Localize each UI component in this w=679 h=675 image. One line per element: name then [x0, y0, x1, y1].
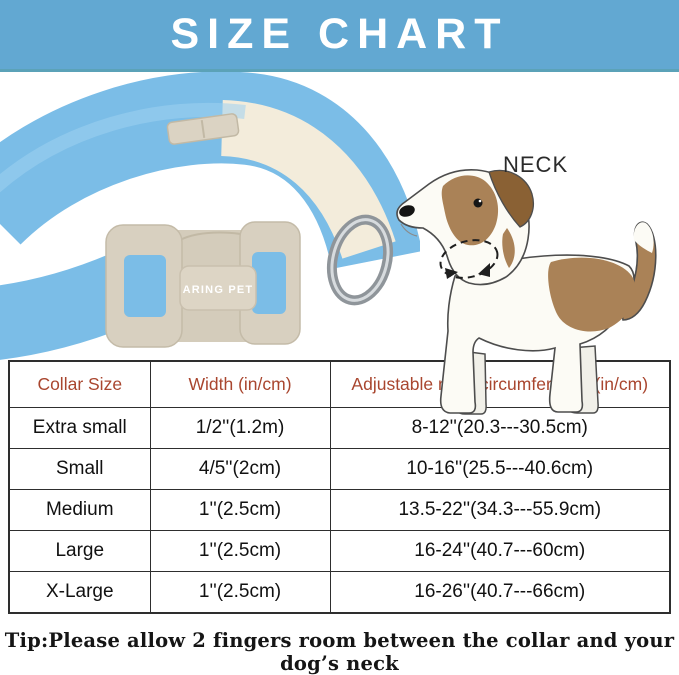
cell-neck: 13.5-22''(34.3---55.9cm)	[329, 489, 671, 531]
neck-arrow-left	[445, 268, 458, 279]
cell-neck: 16-24''(40.7---60cm)	[329, 530, 671, 572]
dog-nose	[399, 205, 415, 217]
dog-neck-patch	[502, 228, 515, 268]
dog-eye-patch	[441, 175, 499, 246]
fit-tip: Tip:Please allow 2 fingers room between …	[4, 629, 675, 675]
dog-ear	[488, 169, 535, 228]
dog-eye	[473, 198, 483, 208]
column-header-neck-circumference: Adjustable neck circumference (in/cm)	[329, 360, 671, 408]
column-header-collar-size: Collar Size	[8, 360, 151, 408]
table-row-large: Large 1''(2.5cm) 16-24''(40.7---60cm)	[8, 530, 671, 572]
table-row-extra-small: Extra small 1/2''(1.2m) 8-12''(20.3---30…	[8, 407, 671, 449]
cell-size: X-Large	[8, 571, 151, 614]
column-header-width: Width (in/cm)	[149, 360, 331, 408]
title-banner: SIZE CHART	[0, 0, 679, 72]
buckle-left-slot	[124, 255, 166, 317]
collar-slider	[166, 113, 240, 145]
cell-width: 4/5''(2cm)	[149, 448, 331, 490]
collar-photo: ARING PET	[0, 72, 420, 360]
cell-size: Extra small	[8, 407, 151, 449]
neck-label: NECK	[503, 152, 569, 177]
collar-highlight	[0, 102, 246, 193]
page-title: SIZE CHART	[170, 10, 509, 58]
buckle-brand-text: ARING PET	[183, 284, 254, 296]
cell-size: Small	[8, 448, 151, 490]
dog-hip-patch	[548, 257, 636, 332]
cell-width: 1/2''(1.2m)	[149, 407, 331, 449]
product-hero: ARING PET	[0, 72, 679, 415]
dog-mouth-line	[400, 223, 418, 237]
table-row-x-large: X-Large 1''(2.5cm) 16-26''(40.7---66cm)	[8, 571, 671, 614]
dog-eye-glint	[478, 199, 482, 203]
d-ring	[326, 214, 394, 306]
cell-neck: 8-12''(20.3---30.5cm)	[329, 407, 671, 449]
buckle-right-slot	[252, 252, 286, 314]
cell-size: Large	[8, 530, 151, 572]
table-header-row: Collar Size Width (in/cm) Adjustable nec…	[8, 360, 671, 408]
cell-neck: 16-26''(40.7---66cm)	[329, 571, 671, 614]
dog-illustration	[396, 168, 657, 415]
buckle-brand-plate	[179, 265, 257, 311]
dog-head	[396, 168, 535, 286]
cell-size: Medium	[8, 489, 151, 531]
table-row-small: Small 4/5''(2cm) 10-16''(25.5---40.6cm)	[8, 448, 671, 490]
cell-neck: 10-16''(25.5---40.6cm)	[329, 448, 671, 490]
cell-width: 1''(2.5cm)	[149, 530, 331, 572]
neck-measure-ellipse	[439, 239, 499, 279]
cell-width: 1''(2.5cm)	[149, 571, 331, 614]
buckle: ARING PET	[105, 221, 301, 348]
cell-width: 1''(2.5cm)	[149, 489, 331, 531]
table-row-medium: Medium 1''(2.5cm) 13.5-22''(34.3---55.9c…	[8, 489, 671, 531]
neck-arrow-right	[478, 263, 490, 277]
size-chart-table: Collar Size Width (in/cm) Adjustable nec…	[8, 360, 671, 614]
